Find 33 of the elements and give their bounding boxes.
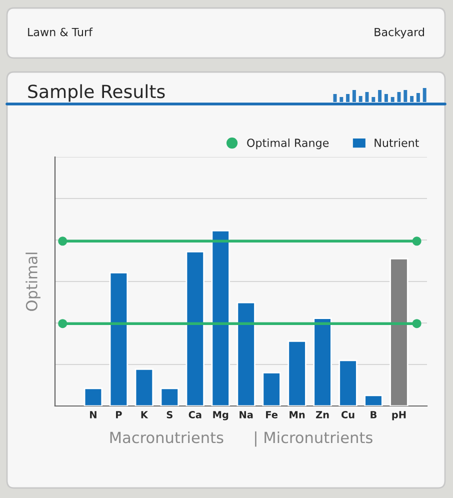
bar bbox=[390, 258, 408, 406]
x-tick-label: P bbox=[116, 411, 122, 418]
bar bbox=[262, 372, 281, 406]
x-tick-label: K bbox=[141, 411, 148, 418]
text: Lawn & Turf bbox=[28, 28, 93, 36]
text: Backyard bbox=[374, 28, 424, 38]
bar bbox=[160, 388, 180, 406]
bar bbox=[288, 340, 306, 406]
x-tick-label: N bbox=[90, 411, 96, 418]
bar bbox=[364, 394, 383, 406]
y-axis-title: Optimal bbox=[26, 252, 40, 311]
x-tick-label: Fe bbox=[266, 411, 278, 418]
chart-title: Sample Results bbox=[28, 84, 165, 102]
legend-label: Optimal Range bbox=[247, 138, 329, 150]
x-tick-label: S bbox=[166, 411, 172, 418]
bar bbox=[236, 302, 256, 406]
bar bbox=[338, 360, 358, 406]
x-tick-label: Zn bbox=[316, 411, 329, 418]
bar bbox=[211, 230, 230, 406]
bar bbox=[134, 368, 154, 406]
x-tick-label: Mn bbox=[290, 411, 305, 418]
bar bbox=[109, 272, 128, 406]
x-tick-label: Mg bbox=[213, 411, 228, 420]
legend-label: Nutrient bbox=[374, 138, 419, 148]
x-axis-title: Macronutrients | Micronutrients bbox=[110, 431, 372, 447]
x-tick-label: Ca bbox=[188, 411, 202, 418]
bar bbox=[84, 388, 103, 406]
x-tick-label: Na bbox=[240, 411, 253, 418]
x-tick-label: B bbox=[370, 411, 377, 418]
x-tick-label: Cu bbox=[341, 411, 354, 418]
bar bbox=[186, 250, 204, 406]
bar bbox=[313, 318, 332, 406]
x-tick-label: pH bbox=[392, 411, 406, 420]
